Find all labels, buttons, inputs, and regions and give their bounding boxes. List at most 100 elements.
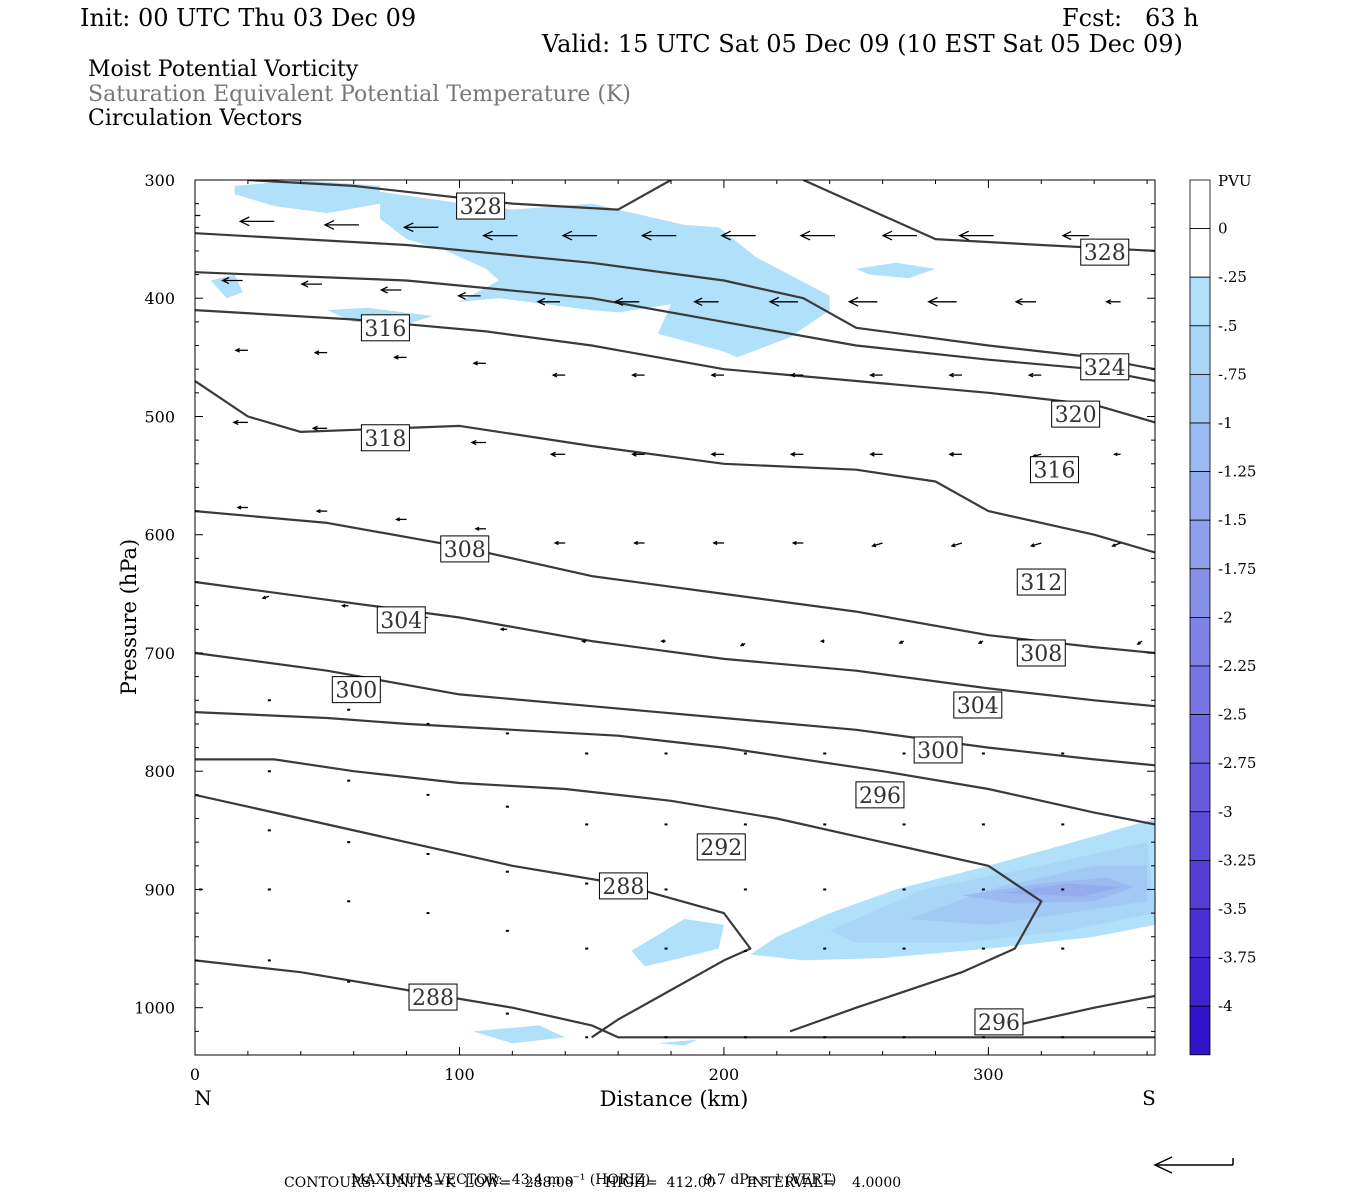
circulation-vector-dot <box>743 888 747 891</box>
theta-es-contour <box>802 180 1155 252</box>
field-label-vectors: Circulation Vectors <box>88 106 303 131</box>
circulation-vector <box>474 526 486 531</box>
contour-label-text: 308 <box>1020 642 1062 667</box>
colorbar-label: -.25 <box>1218 268 1247 286</box>
circulation-vector <box>613 297 640 306</box>
contour-label-text: 312 <box>1020 571 1062 596</box>
contour-label-text: 316 <box>1034 459 1076 484</box>
circulation-vector <box>927 296 957 307</box>
pv-region <box>657 1039 698 1046</box>
circulation-vector <box>948 372 962 378</box>
contour-label: 312 <box>1016 568 1066 596</box>
x-tick-label: 100 <box>444 1065 475 1084</box>
theta-es-contour <box>247 180 672 211</box>
circulation-vector-dot <box>823 888 827 891</box>
circulation-vector-dot <box>505 1012 509 1015</box>
circulation-vector <box>631 451 645 457</box>
contour-label-text: 304 <box>380 609 422 634</box>
colorbar-label: -3.5 <box>1218 900 1247 918</box>
y-tick-label: 1000 <box>134 999 175 1018</box>
circulation-vector <box>950 542 963 548</box>
circulation-vector-dot <box>505 732 509 735</box>
circulation-vector-dot <box>743 949 747 952</box>
theta-es-contour <box>195 580 1155 708</box>
x-tick-label: 200 <box>709 1065 740 1084</box>
colorbar-label: -2.5 <box>1218 706 1247 724</box>
contour-label-text: 296 <box>859 784 901 809</box>
circulation-vector <box>393 354 407 360</box>
circulation-vector <box>313 350 328 356</box>
colorbar-label: -4 <box>1218 997 1233 1015</box>
circulation-vector <box>819 639 825 644</box>
circulation-vector <box>791 540 804 546</box>
circulation-vector-dot <box>1061 947 1065 950</box>
circulation-vector-dot <box>347 980 351 983</box>
contour-info: CONTOURS: UNITS=K LOW= 288.00 HIGH= 412.… <box>284 1175 902 1191</box>
circulation-vector <box>580 639 587 644</box>
theta-es-contour <box>195 510 1155 655</box>
circulation-vector <box>1029 542 1042 548</box>
circulation-vector-dot <box>267 770 271 773</box>
circulation-vector-dot <box>902 888 906 891</box>
circulation-vector <box>261 595 270 600</box>
contour-label: 304 <box>953 691 1003 719</box>
circulation-vector-dot <box>267 829 271 832</box>
colorbar-box <box>1189 519 1211 570</box>
contour-label-text: 328 <box>460 195 502 220</box>
circulation-vector-dot <box>743 823 747 826</box>
circulation-vector <box>315 509 328 514</box>
contour-label: 318 <box>360 424 410 452</box>
circulation-vector-dot <box>1061 752 1065 755</box>
pv-region <box>380 191 830 358</box>
colorbar-box <box>1189 860 1211 910</box>
colorbar-box <box>1189 325 1211 375</box>
circulation-vector <box>693 297 719 306</box>
circulation-vector <box>869 372 883 378</box>
circulation-vector <box>472 360 486 366</box>
colorbar-label: -3.75 <box>1218 949 1256 967</box>
circulation-vector-dot <box>1061 1036 1065 1039</box>
y-tick-label: 700 <box>144 644 175 663</box>
x-tick-label: 0 <box>190 1065 200 1084</box>
contour-label-text: 328 <box>1084 241 1126 266</box>
colorbar-box <box>1189 228 1211 278</box>
contour-label-text: 324 <box>1084 356 1126 381</box>
circulation-vector-dot <box>1061 823 1065 826</box>
circulation-vector <box>640 230 677 241</box>
theta-es-contour <box>195 651 1155 767</box>
colorbar-label: 0 <box>1218 220 1228 238</box>
circulation-vector <box>958 230 994 241</box>
theta-es-contour <box>195 232 1155 371</box>
circulation-vector <box>551 372 566 378</box>
contour-label: 304 <box>376 606 426 634</box>
circulation-vector <box>499 627 508 632</box>
colorbar-box <box>1189 276 1211 327</box>
circulation-vector-dot <box>347 779 351 782</box>
circulation-vector-dot <box>981 888 985 891</box>
colorbar-label: -1.75 <box>1218 560 1256 578</box>
circulation-vector <box>238 216 275 227</box>
circulation-vector <box>379 286 402 294</box>
y-tick-label: 300 <box>144 171 175 190</box>
colorbar-box <box>1189 1005 1211 1056</box>
contour-label-text: 296 <box>978 1011 1020 1036</box>
circulation-vector <box>236 505 248 510</box>
contour-label: 316 <box>1030 456 1080 484</box>
contour-label: 328 <box>456 192 506 220</box>
theta-es-contour <box>195 380 1155 554</box>
contour-label-text: 288 <box>602 875 644 900</box>
circulation-vector-dot <box>426 793 430 796</box>
circulation-vector-dot <box>902 752 906 755</box>
circulation-vector-dot <box>981 1036 985 1039</box>
circulation-vector <box>1014 298 1036 306</box>
circulation-vector <box>340 603 349 608</box>
contour-label-text: 300 <box>335 679 377 704</box>
colorbar-box <box>1189 617 1211 667</box>
y-tick-label: 400 <box>144 289 175 308</box>
max-vector-horiz: 43.4 m s⁻¹ (HORIZ) <box>511 1172 651 1188</box>
circulation-vector <box>799 230 835 241</box>
colorbar-label: -3 <box>1218 803 1233 821</box>
circulation-vector <box>234 347 248 353</box>
y-axis-title: Pressure (hPa) <box>117 539 141 695</box>
